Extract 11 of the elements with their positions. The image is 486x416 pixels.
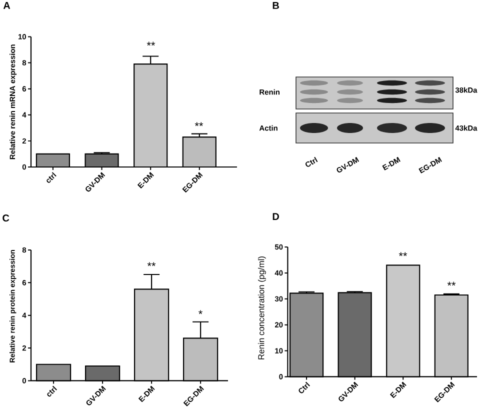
text: B — [272, 2, 279, 9]
y-axis-title: Renin concentration (pg/ml) — [258, 256, 266, 360]
annotation: ** — [398, 252, 408, 256]
annotation: ** — [146, 42, 156, 46]
chart-title: D — [272, 213, 279, 220]
annotation: * — [198, 310, 202, 314]
annotation: ** — [447, 282, 456, 286]
chart-title: C — [2, 214, 10, 222]
annotation: ** — [194, 122, 204, 126]
chart-title: A — [3, 2, 10, 9]
annotation: ** — [147, 262, 156, 266]
